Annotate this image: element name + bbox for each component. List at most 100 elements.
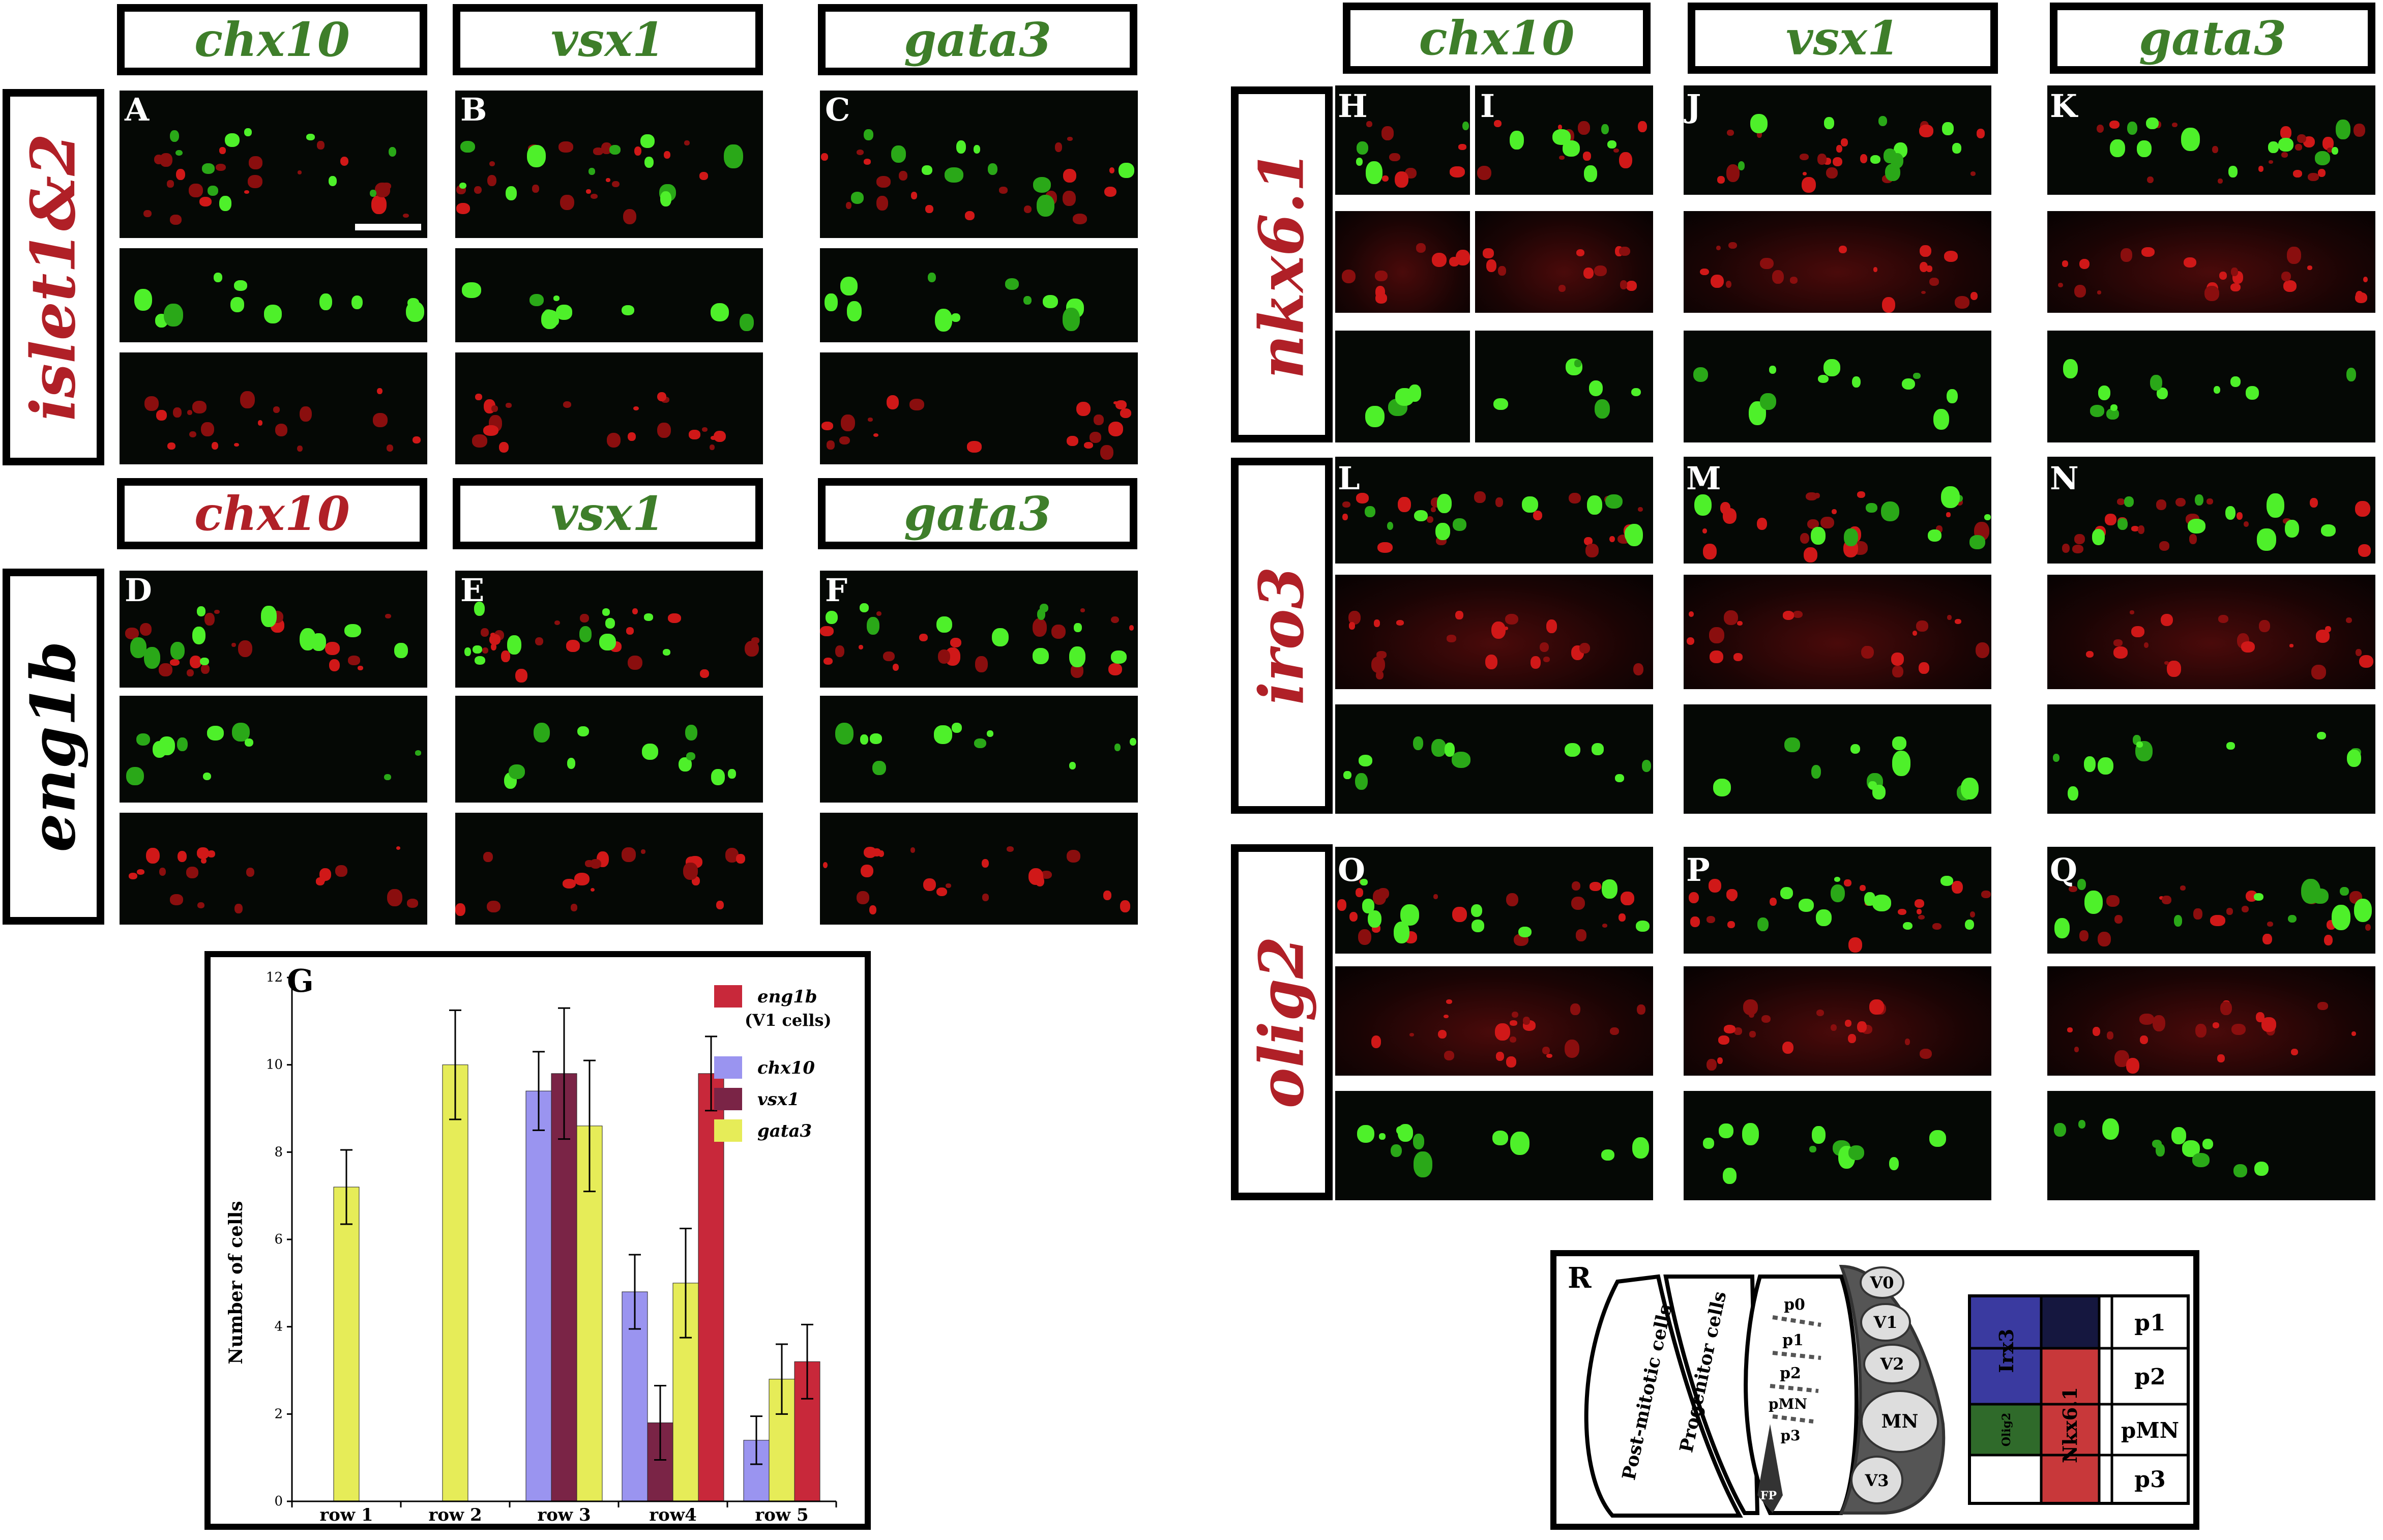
neuron-mn [1861,1390,1939,1453]
header-vsx1-mid: vsx1 [453,478,763,549]
header-vsx1-right: vsx1 [1688,3,1998,74]
panel-letter-p: P [1686,851,1710,889]
bar-chx10-2 [525,1090,552,1502]
olig2-label: Olig2 [2000,1413,2013,1447]
micrograph-green-spots [455,696,763,803]
chart-panel-letter: G [287,962,314,999]
scale-bar [355,224,421,230]
nkx61-block [2042,1348,2098,1502]
micrograph-green-spots [1684,704,1991,814]
row-label-olig2: olig2 [1231,844,1333,1200]
panel-letter-b: B [460,91,487,128]
header-gata3-mid: gata3 [818,478,1137,549]
diagram-panel-r: R Post-mitotic cells Progenitor cells FP… [1550,1250,2199,1530]
micrograph-red-sparse [820,813,1138,925]
domain-divider [1772,1414,1814,1424]
panel-letter-q: Q [2050,851,2078,889]
row-label-text: olig2 [1246,936,1318,1109]
micrograph-red-diffuse [1684,575,1991,689]
row-label-islet: islet1&2 [3,89,104,465]
row-label-iro3: iro3 [1231,458,1333,814]
label-v3: V3 [1864,1471,1889,1490]
legend-label-chx10: chx10 [757,1058,815,1078]
micrograph-merge-spots [1684,457,1991,564]
panel-letter-n: N [2050,460,2079,497]
domain-p3: p3 [1780,1427,1800,1444]
neuron-v0 [1860,1266,1904,1299]
postmitotic-region [1584,1274,1743,1518]
neuron-v1 [1860,1303,1911,1342]
micrograph-merge-spots [1684,85,1991,195]
micrograph-red-diffuse [1684,211,1991,313]
header-chx10-mid: chx10 [117,478,427,549]
micrograph-green-spots [2047,331,2375,442]
domain-p1: p1 [1782,1331,1804,1349]
row-label-text: iro3 [1246,566,1318,705]
bar-eng1b-3 [698,1073,724,1502]
header-vsx1-top: vsx1 [453,4,763,75]
micrograph-red-diffuse [2047,966,2375,1076]
panel-letter-d: D [125,572,152,609]
micrograph-merge-spots [120,571,427,688]
y-axis-label: Number of cells [225,1201,247,1364]
legend-swatch-vsx1 [714,1088,742,1110]
neuron-v3 [1850,1456,1903,1504]
micrograph-merge-spots [820,91,1138,238]
y-tick-label: 10 [266,1057,283,1073]
micrograph-merge-spots [1335,457,1653,564]
x-tick-label: row 5 [755,1505,808,1524]
micrograph-green-spots [1684,331,1991,442]
micrograph-green-spots [1335,704,1653,814]
legend-swatch-chx10 [714,1056,742,1079]
micrograph-red-spots [120,352,427,464]
micrograph-red-diffuse [2047,211,2375,313]
micrograph-red-diffuse [1684,966,1991,1076]
table-row-p2: p2 [2134,1364,2165,1390]
row-label-text: nkx6.1 [1246,150,1318,379]
bar-chart-g: G Number of cells 0 2 4 6 8 10 12 row 1 row 2 row… [204,951,871,1530]
micrograph-merge-spots [1335,85,1470,195]
micrograph-merge-spots [1475,85,1653,195]
micrograph-green-spots [2047,1091,2375,1200]
domain-p2: p2 [1780,1365,1801,1382]
micrograph-red-diffuse [1335,575,1653,689]
row-label-text: eng1b [17,641,90,852]
y-tick-label: 4 [274,1319,283,1335]
micrograph-green-spots [120,248,427,342]
micrograph-merge-spots [455,571,763,688]
header-label: gata3 [903,12,1052,67]
micrograph-merge-spots [2047,457,2375,564]
header-label: chx10 [1419,11,1575,66]
panel-letter-m: M [1686,460,1721,497]
header-label: chx10 [194,486,350,541]
bar-vsx1-2 [551,1073,577,1502]
micrograph-merge-spots [1684,847,1991,954]
legend-label-vsx1: vsx1 [757,1089,800,1110]
header-gata3-right: gata3 [2050,3,2375,74]
y-tick-label: 12 [266,970,283,985]
x-tick-label: row 1 [319,1505,373,1524]
legend-label-gata3: gata3 [757,1121,812,1141]
micrograph-red-diffuse [1335,966,1653,1076]
micrograph-green-spots [1684,1091,1991,1200]
navy-block [2042,1297,2098,1348]
y-tick-label: 8 [274,1144,283,1160]
panel-letter-e: E [460,572,485,609]
label-v0: V0 [1869,1273,1894,1292]
micrograph-merge-spots [1335,847,1653,954]
micrograph-merge-spots [455,91,763,238]
table-row-pmn: pMN [2121,1418,2179,1443]
row-label-eng1b: eng1b [3,569,104,925]
table-row-p3: p3 [2134,1467,2165,1493]
header-label: gata3 [903,486,1052,541]
panel-letter-h: H [1338,87,1368,125]
micrograph-red-spots [820,352,1138,464]
x-tick-label: row4 [649,1505,697,1524]
header-gata3-top: gata3 [818,4,1137,75]
micrograph-red-sparse [455,813,763,925]
floor-plate-shape [1757,1424,1783,1513]
floor-plate-label: FP [1760,1489,1777,1502]
micrograph-green-spots [820,696,1138,803]
chart-svg: G Number of cells 0 2 4 6 8 10 12 row 1 row 2 row… [225,962,837,1525]
panel-letter-a: A [125,91,150,128]
